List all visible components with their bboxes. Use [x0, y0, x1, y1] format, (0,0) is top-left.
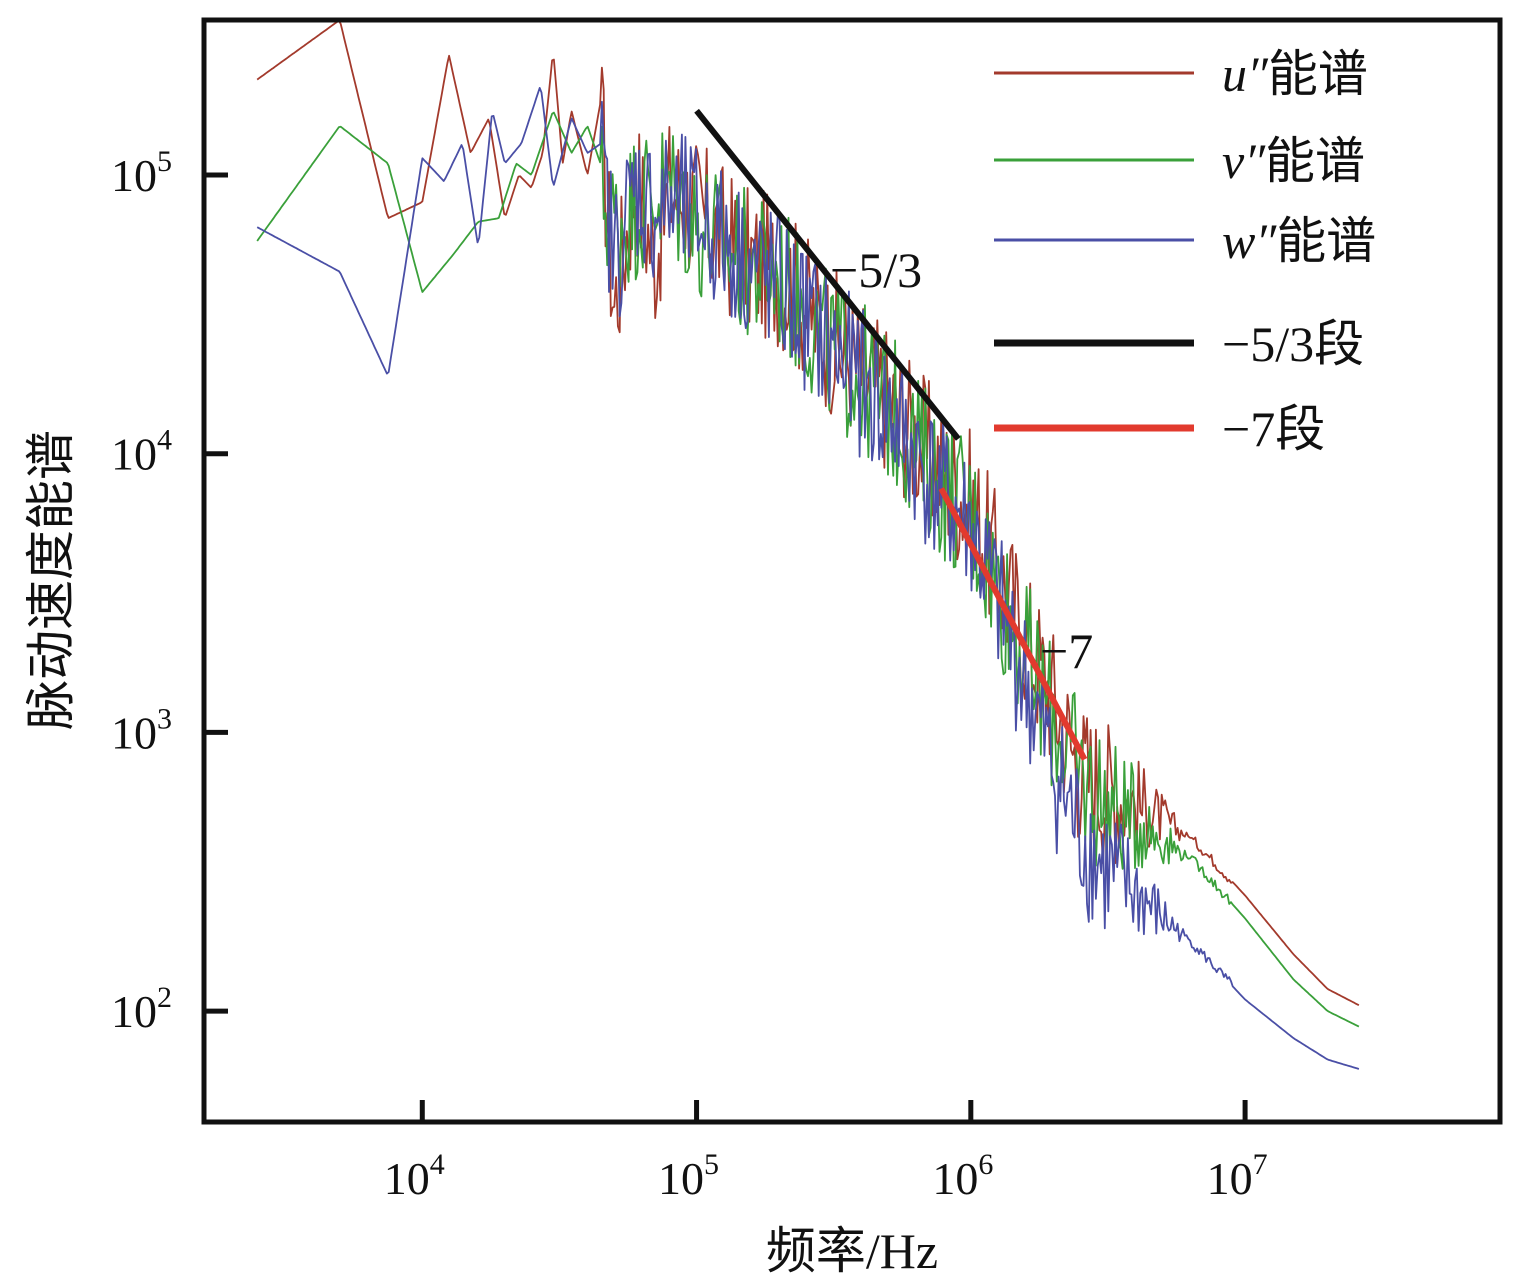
series-line-1: [256, 19, 1360, 1007]
plot-frame: [201, 17, 1503, 1125]
y-tick-label: 103: [111, 702, 172, 758]
x-tick-label: 106: [932, 1148, 993, 1204]
x-tick-label: 107: [1207, 1148, 1268, 1204]
annotations: −5/3 −7: [830, 242, 1093, 679]
x-tick-label: 105: [658, 1148, 719, 1204]
series-layer: [256, 19, 1360, 1070]
y-axis-title: 脉动速度能谱: [23, 430, 79, 730]
y-tick-label: 102: [111, 981, 172, 1037]
y-tick-label: 104: [111, 424, 172, 480]
series-line-3: [256, 87, 1360, 1070]
tick-layer: 104 105 106 107 102 103 104 105: [111, 145, 1268, 1204]
slope-line-minus-7: [938, 487, 1088, 761]
x-tick-label: 104: [384, 1148, 445, 1204]
legend-label: w″能谱: [1222, 213, 1376, 269]
series-line-2: [256, 111, 1360, 1028]
x-axis-title: 频率/Hz: [766, 1223, 938, 1279]
legend-label: −5/3段: [1222, 316, 1364, 372]
legend-label: −7段: [1222, 401, 1325, 457]
slope-line-minus-5-3: [694, 108, 961, 441]
slope-annotation-minus-5-3: −5/3: [830, 242, 922, 298]
legend-label: v″能谱: [1222, 133, 1365, 189]
legend-label: u″能谱: [1222, 46, 1368, 102]
legend: u″能谱 v″能谱 w″能谱 −5/3段 −7段: [994, 46, 1376, 457]
slope-annotation-minus-7: −7: [1040, 623, 1093, 679]
reference-lines-layer: [694, 108, 1088, 761]
y-tick-label: 105: [111, 145, 172, 201]
